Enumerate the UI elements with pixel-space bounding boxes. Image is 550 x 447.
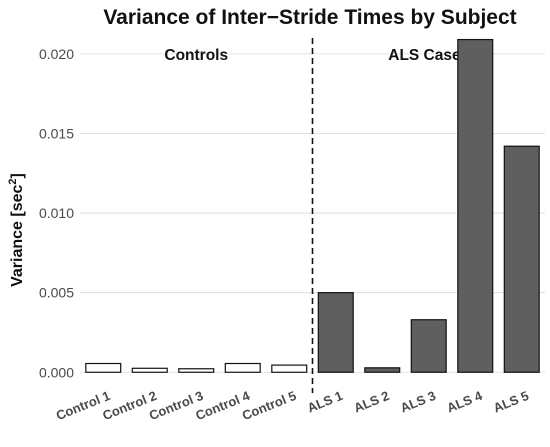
y-axis-label-superscript: 2	[7, 178, 19, 184]
bar	[410, 319, 447, 373]
bar	[457, 38, 494, 373]
bar	[271, 364, 308, 373]
chart-title: Variance of Inter−Stride Times by Subjec…	[103, 6, 516, 29]
x-tick-label: ALS 3	[398, 388, 438, 416]
y-axis-label-main: Variance [sec	[9, 184, 26, 286]
bar	[178, 368, 215, 373]
x-tick-label: Control 5	[240, 388, 299, 423]
bar	[85, 362, 122, 373]
x-tick-label: ALS 5	[491, 388, 531, 416]
group-label: ALS Cases	[388, 47, 469, 64]
group-label: Controls	[164, 47, 228, 64]
bar	[503, 145, 540, 373]
y-tick-label: 0.000	[39, 364, 74, 380]
group-labels: Controls ALS Cases	[164, 47, 469, 64]
bar	[317, 292, 354, 373]
x-tick-label: ALS 2	[352, 388, 392, 416]
y-tick-label: 0.015	[39, 125, 74, 141]
x-tick-label: ALS 4	[445, 388, 485, 416]
y-tick-label: 0.005	[39, 285, 74, 301]
y-axis-ticks: 0.000 0.005 0.010 0.015 0.020	[39, 46, 74, 380]
bar	[131, 367, 168, 373]
y-axis-label-end: ]	[9, 173, 26, 178]
x-tick-label: ALS 1	[305, 388, 345, 416]
y-tick-label: 0.010	[39, 205, 74, 221]
bar	[364, 367, 401, 373]
bars	[85, 38, 540, 373]
y-axis-label: Variance [sec2]	[7, 173, 26, 287]
bar	[224, 362, 261, 373]
y-tick-label: 0.020	[39, 46, 74, 62]
